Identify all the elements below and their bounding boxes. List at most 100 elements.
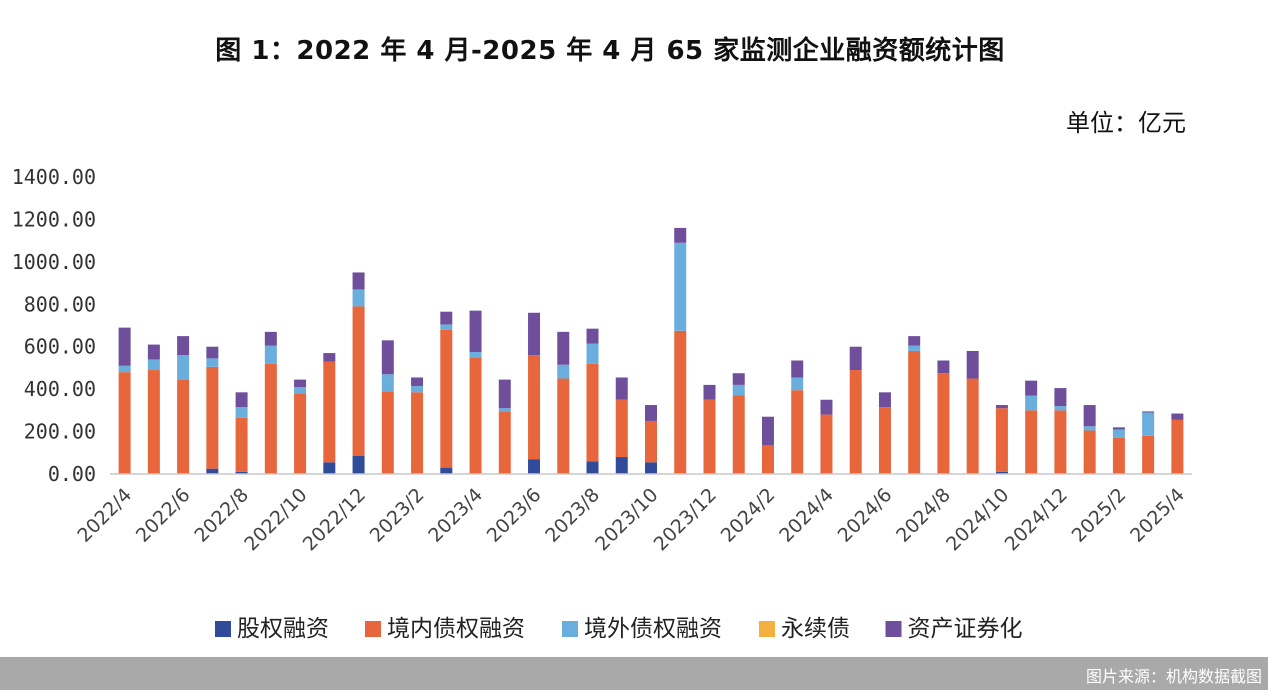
- bar-segment-series-4: [878, 392, 891, 408]
- bar-stack-2023/4: [469, 310, 482, 474]
- x-tick-label: 2024/10: [942, 484, 1013, 555]
- bar-segment-series-4: [791, 360, 804, 378]
- bar-segment-series-0: [235, 471, 248, 474]
- bar-segment-series-1: [761, 445, 774, 474]
- footer-bar: 图片来源：机构数据截图: [0, 657, 1268, 690]
- bar-segment-series-2: [440, 324, 453, 330]
- bar-stack-2024/12: [1054, 388, 1067, 474]
- bar-segment-series-2: [557, 364, 570, 379]
- legend-label: 境外债权融资: [584, 616, 722, 642]
- bar-segment-series-1: [1142, 435, 1155, 474]
- bar-stack-2023/11: [674, 227, 687, 474]
- bar-segment-series-1: [440, 329, 453, 468]
- bar-stack-2023/10: [645, 405, 657, 474]
- bar-segment-series-1: [469, 357, 482, 474]
- bar-segment-series-1: [352, 306, 365, 456]
- bar-segment-series-4: [1171, 413, 1184, 420]
- bar-stack-2022/12: [352, 272, 365, 474]
- bar-segment-series-4: [995, 405, 1008, 409]
- bar-segment-series-0: [440, 467, 453, 474]
- bar-stack-2024/6: [878, 392, 891, 474]
- x-tick-label: 2024/4: [775, 484, 838, 547]
- bar-segment-series-4: [147, 344, 160, 360]
- bar-segment-series-1: [1083, 430, 1096, 474]
- bar-segment-series-2: [411, 385, 424, 393]
- x-tick-label: 2025/4: [1126, 484, 1189, 547]
- legend-label: 股权融资: [237, 616, 329, 642]
- bar-segment-series-4: [381, 340, 394, 375]
- bar-segment-series-4: [498, 379, 511, 409]
- bar-stack-2023/6: [528, 312, 541, 474]
- legend-swatch: [562, 621, 578, 637]
- bar-segment-series-1: [235, 417, 248, 472]
- x-tick-label: 2025/2: [1068, 484, 1131, 547]
- bar-stack-2024/3: [791, 360, 804, 474]
- bar-stack-2023/12: [703, 384, 716, 474]
- y-tick-label: 600.00: [24, 335, 96, 359]
- bar-segment-series-0: [528, 459, 541, 474]
- bar-segment-series-4: [732, 373, 745, 385]
- bar-segment-series-4: [528, 312, 541, 356]
- bar-stack-2023/1: [381, 340, 394, 474]
- bar-stack-2024/8: [937, 360, 950, 474]
- bar-segment-series-2: [791, 377, 804, 391]
- y-tick-label: 1400.00: [12, 165, 96, 189]
- bar-stack-2024/4: [820, 399, 833, 474]
- bar-segment-series-1: [674, 330, 687, 474]
- bar-segment-series-4: [1112, 427, 1125, 430]
- bar-stack-2022/6: [177, 336, 190, 474]
- legend-swatch: [215, 621, 231, 637]
- bar-segment-series-4: [820, 399, 833, 415]
- bar-segment-series-1: [177, 379, 190, 474]
- bar-stack-2024/9: [966, 350, 979, 474]
- bar-segment-series-4: [323, 353, 336, 362]
- x-tick-label: 2024/2: [717, 484, 780, 547]
- bar-stack-2023/8: [586, 328, 599, 474]
- bar-stack-2024/1: [732, 373, 745, 474]
- legend-label: 资产证券化: [908, 616, 1023, 642]
- legend-label: 境内债权融资: [387, 616, 525, 642]
- bar-segment-series-1: [411, 392, 424, 474]
- bar-stack-2023/7: [557, 331, 570, 474]
- bar-segment-series-2: [352, 289, 365, 307]
- bar-segment-series-4: [440, 311, 453, 325]
- bar-segment-series-2: [118, 365, 131, 373]
- bar-segment-series-2: [908, 345, 921, 351]
- legend: 股权融资 境内债权融资 境外债权融资 永续债 资产证券化: [215, 616, 1023, 642]
- legend-item: 资产证券化: [885, 616, 1023, 642]
- x-tick-label: 2023/12: [650, 484, 721, 555]
- bar-segment-series-2: [674, 242, 687, 331]
- bar-segment-series-4: [1025, 380, 1038, 396]
- bar-segment-series-2: [1142, 412, 1155, 436]
- bar-stack-2023/5: [498, 379, 511, 474]
- bar-segment-series-1: [206, 366, 219, 469]
- bar-segment-series-1: [645, 420, 657, 463]
- x-tick-label: 2023/6: [483, 484, 546, 547]
- bar-segment-series-1: [820, 414, 833, 474]
- bar-stack-2023/3: [440, 311, 453, 474]
- bar-segment-series-1: [557, 378, 570, 474]
- bar-stack-2023/9: [615, 377, 628, 474]
- y-tick-label: 1200.00: [12, 207, 96, 231]
- bar-segment-series-2: [147, 359, 160, 371]
- bar-segment-series-4: [645, 405, 657, 421]
- bar-segment-series-2: [381, 374, 394, 392]
- bar-segment-series-1: [908, 350, 921, 474]
- bar-segment-series-4: [937, 360, 950, 374]
- bar-segment-series-1: [381, 391, 394, 474]
- bar-segment-series-1: [323, 361, 336, 463]
- bar-segment-series-1: [937, 373, 950, 474]
- bar-stack-2024/10: [995, 405, 1008, 474]
- y-tick-label: 400.00: [24, 377, 96, 401]
- stacked-bar-chart: 0.00 200.00 400.00 600.00 800.00 1000.00 1200.…: [12, 165, 1192, 642]
- bar-segment-series-2: [264, 345, 277, 364]
- bar-segment-series-2: [732, 384, 745, 396]
- legend-swatch: [759, 621, 775, 637]
- bar-segment-series-2: [1054, 406, 1067, 411]
- bar-segment-series-4: [703, 384, 716, 400]
- bar-segment-series-1: [878, 407, 891, 474]
- bar-segment-series-2: [177, 355, 190, 380]
- bar-segment-series-4: [352, 272, 365, 290]
- x-tick-label: 2023/4: [424, 484, 487, 547]
- bar-segment-series-2: [235, 407, 248, 418]
